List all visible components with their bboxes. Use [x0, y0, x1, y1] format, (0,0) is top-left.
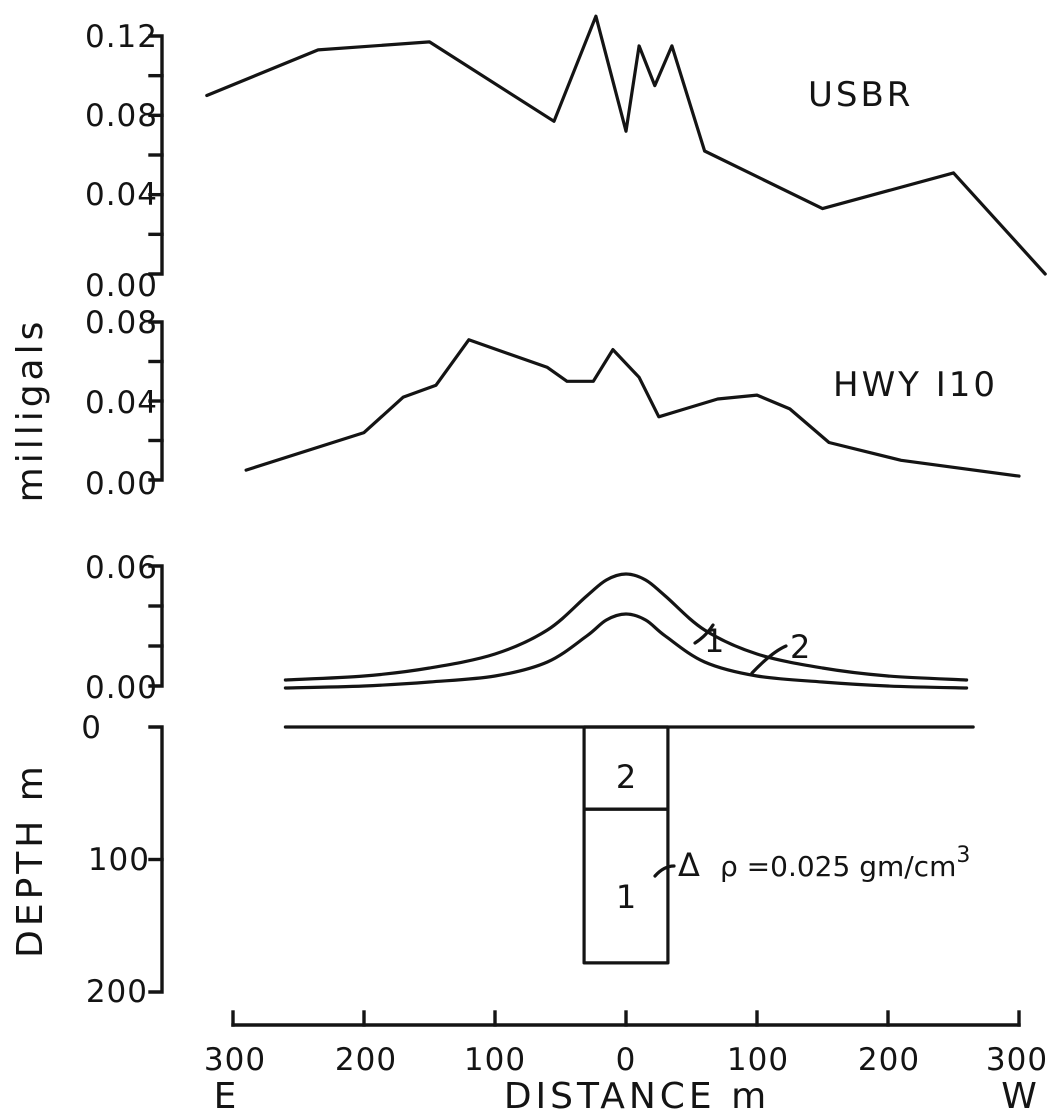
curve-1-label: 1: [704, 622, 724, 660]
density-delta: Δ: [678, 846, 700, 884]
distance-axis-title: DISTANCE m: [504, 1076, 770, 1110]
curve-1-line: [283, 572, 969, 682]
depth-ytick-1: 100: [88, 842, 150, 878]
model-ytick-0: 0.06: [85, 550, 158, 586]
block-1-label: 1: [616, 878, 636, 916]
distance-axis-ticks: [231, 1010, 1021, 1027]
xtick-300-west: 300: [986, 1042, 1048, 1078]
hwy-series-line: [244, 338, 1021, 478]
depth-ytick-0: 0: [81, 710, 102, 746]
hwy-label: HWY I10: [833, 365, 998, 405]
block-1: [582, 807, 670, 965]
usbr-series-line: [205, 14, 1047, 276]
west-label: W: [1001, 1076, 1041, 1110]
xtick-200-west: 200: [858, 1042, 920, 1078]
curve-2-leader: [750, 644, 788, 675]
hwy-minor-ticks: [148, 359, 164, 443]
panel-model: 0.06 0.00 1 2: [85, 550, 969, 706]
hwy-ytick-0: 0.08: [85, 305, 158, 341]
east-label: E: [214, 1076, 241, 1110]
block-2-label: 2: [616, 758, 636, 796]
hwy-ytick-1: 0.04: [85, 385, 158, 421]
depth-ytick-2: 200: [86, 974, 148, 1010]
usbr-minor-ticks: [148, 73, 164, 237]
distance-axis: 300 200 100 0 100 200 300 E DISTANCE m W: [204, 1010, 1048, 1110]
xtick-100-west: 100: [727, 1042, 789, 1078]
curve-1-leader: [693, 623, 715, 645]
usbr-ytick-3: 0.00: [85, 268, 158, 304]
usbr-label: USBR: [808, 75, 913, 115]
density-contrast-superscript: 3: [956, 843, 970, 868]
usbr-ytick-2: 0.04: [85, 177, 158, 213]
model-y-axis: [148, 564, 164, 688]
xtick-0: 0: [616, 1042, 637, 1078]
curve-2-line: [283, 612, 969, 690]
panel-depth: 0 100 200 2 1 Δ ρ =0.025 gm/cm3: [81, 710, 975, 1010]
density-leader: [653, 864, 676, 878]
xtick-200-east: 200: [335, 1042, 397, 1078]
panel-hwy: 0.08 0.04 0.00 HWY I10: [85, 305, 1021, 502]
model-ytick-1: 0.00: [85, 670, 158, 706]
depth-axis-title: DEPTH m: [10, 762, 51, 958]
density-contrast-label: ρ =0.025 gm/cm3: [720, 843, 970, 883]
curve-2-label: 2: [790, 628, 810, 666]
hwy-ytick-2: 0.00: [85, 466, 158, 502]
usbr-ytick-1: 0.08: [85, 98, 158, 134]
milligals-axis-title: milligals: [10, 318, 51, 503]
panel-usbr: 0.12 0.08 0.04 0.00 USBR: [85, 14, 1047, 304]
xtick-100-east: 100: [464, 1042, 526, 1078]
density-contrast-text: ρ =0.025 gm/cm: [720, 850, 956, 883]
usbr-ytick-0: 0.12: [85, 19, 158, 55]
xtick-300-east: 300: [204, 1042, 266, 1078]
model-minor-ticks: [148, 604, 164, 648]
